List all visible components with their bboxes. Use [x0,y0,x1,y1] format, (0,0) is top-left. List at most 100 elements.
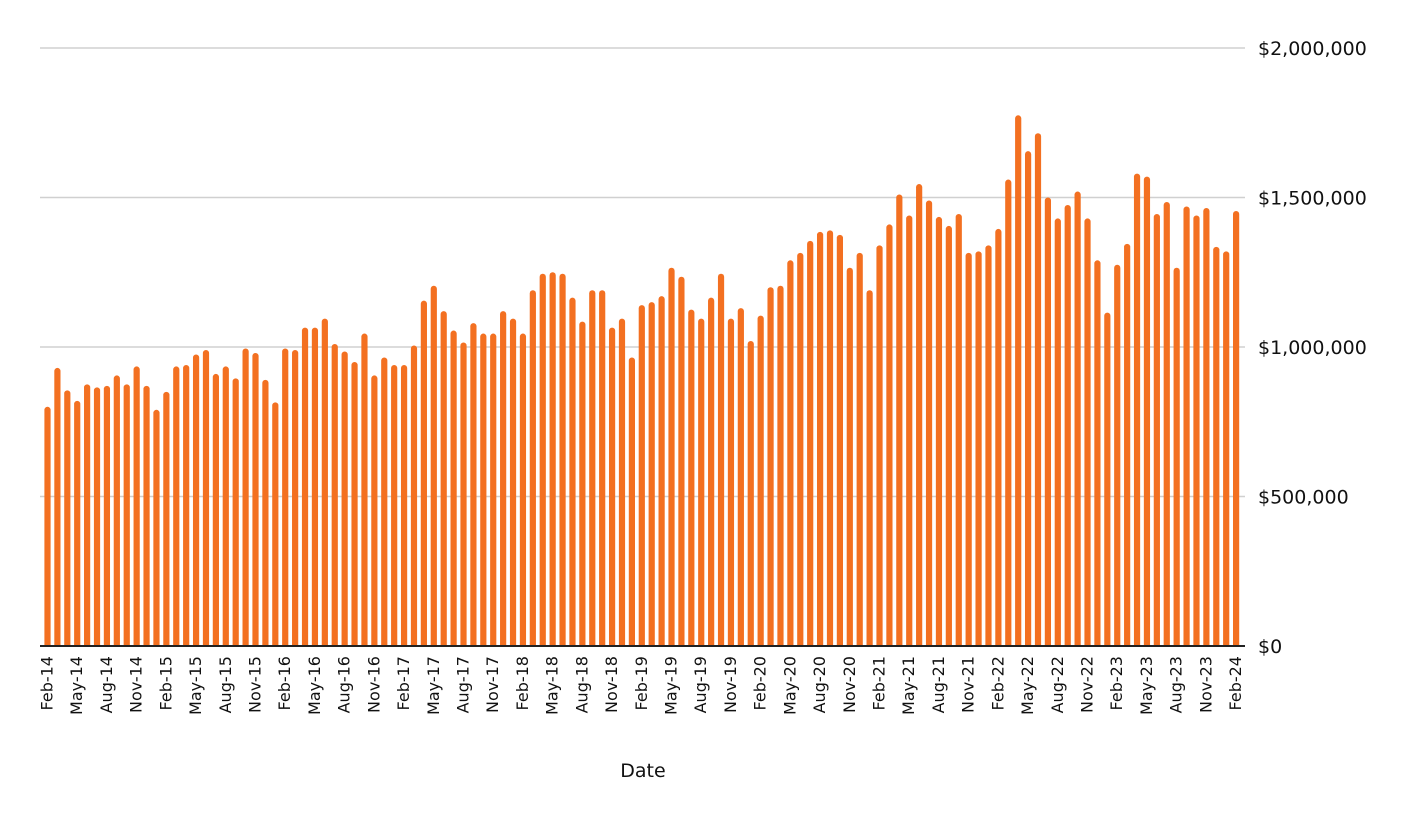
x-tick-label: Nov-21 [959,656,978,713]
bar: Oct-14 [123,384,130,646]
bar: Nov-16 [371,375,378,646]
bar: Jan-18 [509,318,517,646]
x-tick-label: Aug-16 [335,656,354,713]
x-tick-label: Aug-21 [929,656,948,713]
bar: Feb-21 [876,245,883,646]
bar: Sep-23 [1183,206,1190,646]
bar: Mar-15 [173,366,180,646]
bar: Dec-17 [500,311,507,646]
bar: May-21 [906,215,913,646]
x-tick-label: Aug-15 [216,656,235,713]
bar: Aug-15 [222,366,229,646]
bar: Mar-16 [292,349,299,646]
bar: Jun-19 [678,276,685,646]
bar: Aug-22 [1054,218,1061,646]
x-tick-label: May-20 [780,656,799,715]
bar: Nov-15 [252,352,259,646]
bar: Dec-23 [1213,246,1220,646]
bar: Sep-22 [1064,204,1071,646]
bar: Feb-17 [400,364,408,646]
bar: Mar-19 [648,302,655,646]
x-tick-label: Aug-14 [97,656,116,713]
bar: Jun-17 [440,311,447,646]
bar: Nov-21 [965,252,972,646]
bar: Nov-20 [846,267,853,646]
x-tick-label: Feb-15 [156,656,175,710]
bar: Apr-20 [777,285,784,646]
x-axis-title: Date [620,760,665,782]
bar: Mar-22 [1005,179,1012,646]
bar: Aug-14 [103,385,111,646]
bar: Feb-16 [282,348,289,646]
x-tick-label: Nov-18 [602,656,621,713]
bar: Mar-14 [54,367,61,646]
bar: Jun-18 [559,273,566,646]
bar: Jul-19 [688,309,695,646]
bar: Nov-19 [727,318,735,646]
bar: Sep-19 [708,297,715,646]
x-tick-label: Aug-19 [691,656,710,713]
bar: Jul-15 [212,373,219,646]
bar: Apr-19 [658,296,665,646]
bar: Feb-24 [1233,210,1240,647]
bar: Aug-21 [935,216,943,646]
x-tick-label: Aug-18 [572,656,591,713]
bar: Jan-16 [272,402,279,646]
bar: Mar-18 [529,290,536,646]
x-tick-label: Nov-14 [127,656,146,713]
bar: Oct-16 [361,333,368,646]
x-tick-label: Feb-14 [38,656,57,710]
bar: May-23 [1143,176,1151,647]
bar: Dec-20 [856,252,863,646]
x-tick-label: Feb-21 [870,656,889,710]
x-tick-label: Nov-15 [246,656,265,713]
bar: Apr-14 [64,390,71,646]
bar: Feb-18 [519,333,527,646]
x-axis-tick-labels: Feb-14 May-14 Aug-14 Nov-14 Feb-15 May-15 Aug-… [38,656,1246,715]
x-tick-label: Nov-23 [1196,656,1215,713]
bar: Aug-20 [816,231,824,646]
bar: Jul-20 [807,240,814,646]
bar: Jun-15 [202,349,210,646]
x-tick-label: Aug-20 [810,656,829,713]
bar: Jul-21 [925,200,933,647]
x-tick-label: Feb-19 [632,656,651,710]
x-tick-label: May-14 [67,656,86,715]
y-tick-label: $1,500,000 [1258,188,1367,210]
x-tick-label: Aug-17 [454,656,473,713]
bar: Sep-20 [826,230,834,646]
bars: Feb-14Mar-14Apr-14May-14Jun-14Jul-14Aug-… [44,115,1240,647]
bar: Aug-19 [698,318,705,646]
bar: Jun-14 [84,384,91,646]
bar: Dec-16 [381,357,388,646]
x-tick-label: May-17 [424,656,443,715]
bar: Nov-14 [133,366,140,646]
bar: Mar-20 [767,287,774,646]
y-tick-label: $500,000 [1258,487,1349,509]
x-tick-label: May-23 [1137,656,1156,715]
bar: Sep-18 [589,290,596,646]
bar: Oct-18 [599,290,606,646]
x-tick-label: Feb-16 [275,656,294,710]
x-tick-label: Feb-17 [394,656,413,710]
bar: Jan-22 [985,245,992,646]
bar: Jun-20 [797,252,804,646]
bar: Sep-16 [351,361,358,646]
bar: Dec-18 [618,318,626,646]
bar: Jan-15 [153,409,160,646]
bar: Jun-16 [321,318,328,646]
x-tick-label: May-18 [543,656,562,715]
bar: Jul-18 [569,297,576,646]
bar: Dec-15 [262,379,269,646]
x-tick-label: Nov-22 [1078,656,1097,713]
bar: Oct-15 [242,348,249,646]
bar: May-14 [74,400,81,646]
bar: Apr-23 [1133,173,1141,646]
bar: Feb-23 [1114,264,1121,646]
x-tick-label: Feb-20 [751,656,770,710]
bar: Jan-21 [866,290,873,646]
y-axis-tick-labels: $0 $500,000 $1,000,000 $1,500,000 $2,000,000 [1258,38,1367,658]
bar: May-18 [549,272,556,646]
bar: May-17 [430,285,437,646]
